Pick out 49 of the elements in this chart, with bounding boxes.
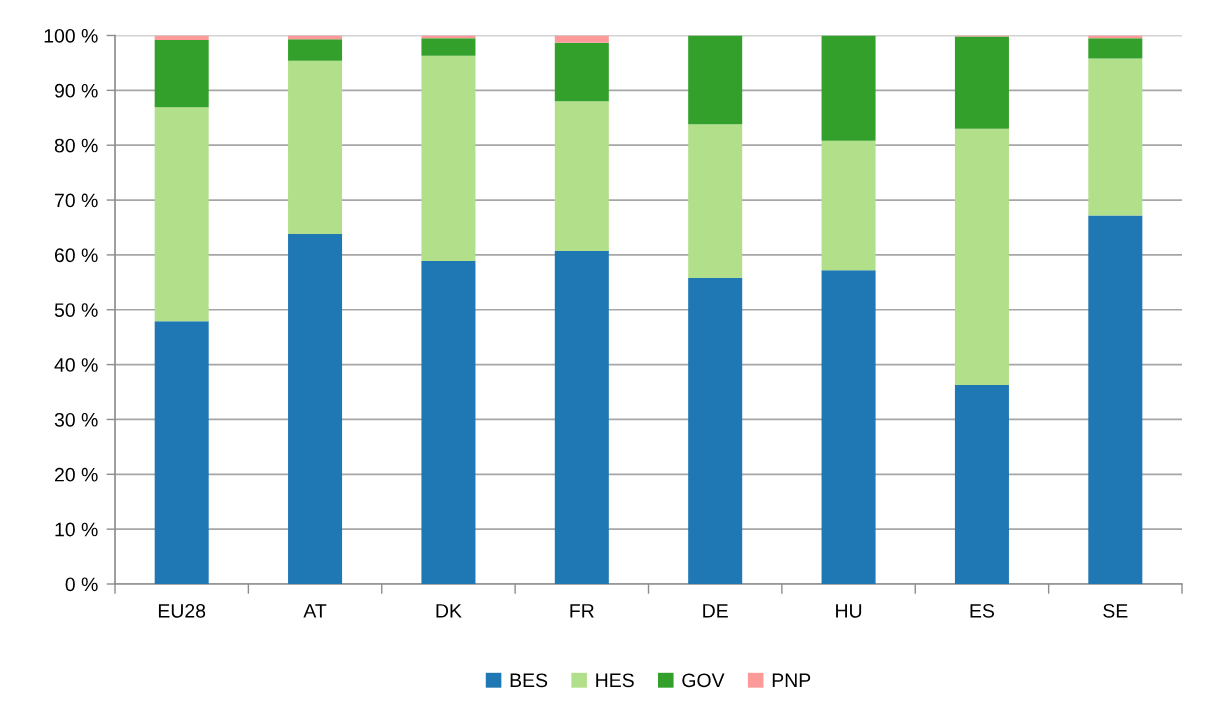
x-tick-label: ES (970, 603, 995, 618)
bar (154, 39, 209, 108)
legend-label: PNP (772, 673, 811, 687)
bar (554, 251, 609, 584)
bar (554, 101, 609, 252)
bar (688, 35, 743, 125)
x-tick-label: HU (836, 604, 862, 618)
y-tick-label: 100 % (44, 28, 98, 43)
x-tick-label: EU28 (158, 603, 206, 618)
x-tick-label: SE (1103, 603, 1128, 618)
bar (688, 124, 743, 278)
bar (421, 38, 476, 56)
bar (288, 234, 343, 584)
bar (288, 39, 343, 61)
bar (954, 36, 1009, 129)
bar (421, 260, 476, 584)
y-tick-label: 10 % (55, 522, 98, 537)
bar (154, 107, 209, 322)
bar (821, 35, 876, 141)
y-tick-label: 0 % (65, 577, 98, 592)
y-tick-label: 90 % (54, 83, 98, 98)
x-tick-label: DE (703, 604, 728, 618)
x-tick-label: AT (303, 604, 327, 618)
legend-label: HES (596, 673, 634, 688)
bar (821, 140, 876, 271)
bar (1088, 38, 1143, 59)
y-tick-label: 70 % (55, 193, 98, 208)
y-tick-label: 30 % (54, 412, 98, 427)
bar (821, 270, 876, 584)
y-tick-label: 50 % (54, 303, 98, 317)
legend-label: BES (510, 673, 548, 688)
bar (154, 321, 209, 584)
y-tick-label: 20 % (54, 467, 98, 482)
y-tick-label: 40 % (54, 358, 98, 372)
bar (1088, 215, 1143, 584)
legend-label: GOV (682, 673, 725, 688)
x-tick-label: FR (570, 604, 594, 618)
bar (954, 384, 1009, 584)
bar (154, 35, 209, 40)
bar (554, 42, 609, 102)
bar (688, 277, 743, 584)
x-tick-label: DK (436, 604, 462, 618)
bar (554, 35, 609, 43)
bar (954, 128, 1009, 385)
y-tick-label: 80 % (54, 138, 98, 153)
y-tick-label: 60 % (55, 248, 98, 263)
bar (421, 55, 476, 261)
bar (1088, 58, 1143, 216)
bar (288, 60, 343, 235)
